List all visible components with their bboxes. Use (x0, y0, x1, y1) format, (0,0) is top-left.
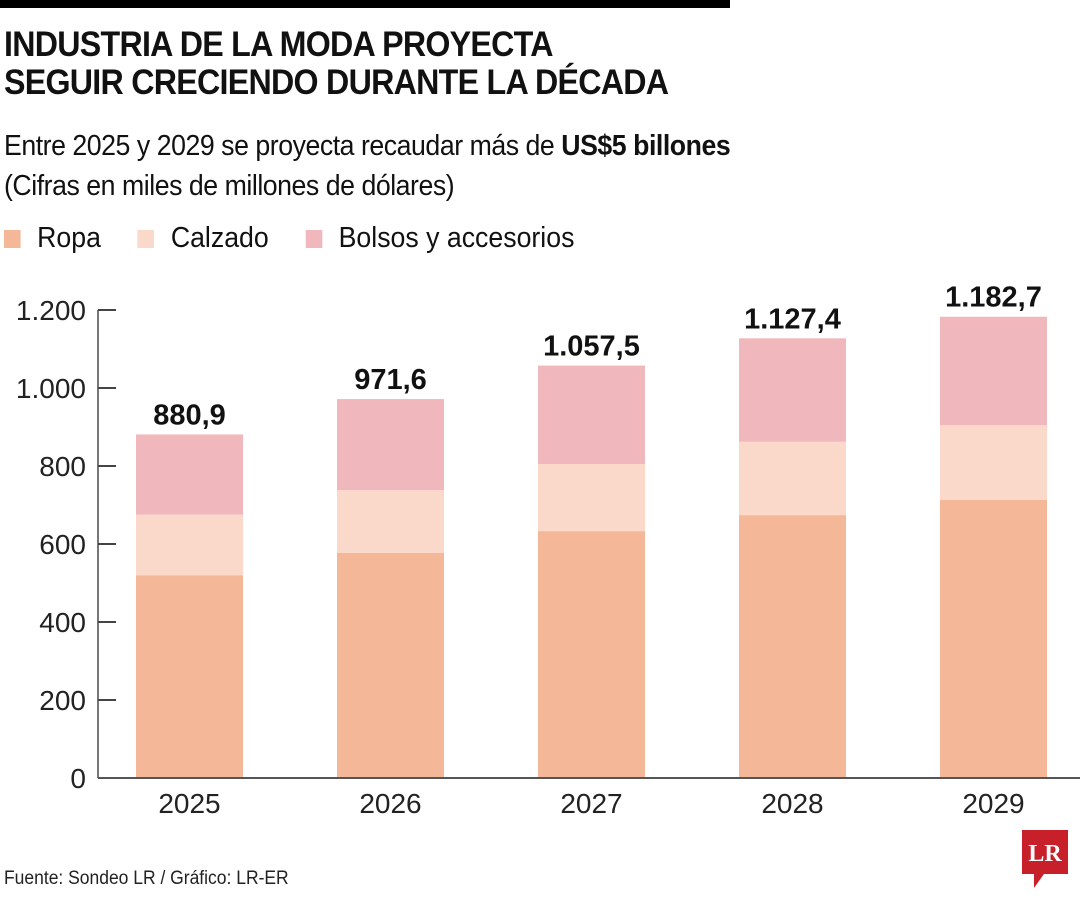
legend-label: Calzado (170, 222, 269, 254)
lr-logo-icon: LR (1022, 830, 1068, 888)
chart-subtitle: Entre 2025 y 2029 se proyecta recaudar m… (4, 126, 731, 206)
bar-segment-bolsos-y-accesorios (337, 399, 444, 491)
y-tick-label: 200 (39, 685, 86, 716)
bars: 880,9 971,6 1.057,5 1.127,4 1.182,7 (136, 282, 1047, 778)
x-tick-label: 2025 (158, 788, 220, 819)
units-note: (Cifras en miles de millones de dólares) (4, 170, 455, 202)
bar-segment-bolsos-y-accesorios (739, 338, 846, 442)
legend-item-ropa: Ropa (4, 222, 101, 255)
legend-swatch-ropa (4, 229, 21, 248)
x-tick-label: 2029 (962, 788, 1024, 819)
bar-segment-bolsos-y-accesorios (136, 434, 243, 515)
svg-text:LR: LR (1028, 841, 1062, 867)
stacked-bar-chart: 0 200 400 600 800 1.000 1.200 880,9 971,6 1.057,… (16, 282, 1080, 819)
y-tick-label: 600 (39, 529, 86, 560)
total-label: 1.182,7 (945, 282, 1042, 314)
x-tick-label: 2026 (359, 788, 421, 819)
bar-segment-calzado (739, 441, 846, 516)
x-tick-label: 2027 (560, 788, 622, 819)
bar-segment-calzado (538, 464, 645, 532)
title-line-2: SEGUIR CRECIENDO DURANTE LA DÉCADA (4, 63, 669, 102)
total-label: 880,9 (153, 399, 226, 431)
legend: Ropa Calzado Bolsos y accesorios (4, 222, 611, 255)
chart-title: INDUSTRIA DE LA MODA PROYECTA SEGUIR CRE… (4, 25, 669, 102)
legend-label: Bolsos y accesorios (338, 222, 575, 254)
legend-swatch-bolsos (305, 229, 323, 248)
total-label: 971,6 (354, 364, 427, 396)
y-tick-label: 400 (39, 607, 86, 638)
bar-segment-ropa (337, 552, 444, 778)
y-axis: 0 200 400 600 800 1.000 1.200 (16, 295, 116, 794)
subtitle-highlight: US$5 billones (561, 130, 731, 162)
total-label: 1.127,4 (744, 303, 841, 335)
legend-item-calzado: Calzado (137, 222, 269, 255)
bar-segment-bolsos-y-accesorios (538, 365, 645, 465)
bar-segment-calzado (940, 425, 1047, 500)
bar-segment-ropa (739, 515, 846, 778)
bar-segment-ropa (538, 531, 645, 778)
x-tick-label: 2028 (761, 788, 823, 819)
y-tick-label: 1.200 (16, 295, 86, 326)
bar-segment-calzado (337, 490, 444, 553)
y-tick-label: 0 (70, 763, 86, 794)
source-note: Fuente: Sondeo LR / Gráfico: LR-ER (4, 868, 289, 889)
top-rule (0, 0, 730, 8)
legend-swatch-calzado (137, 229, 155, 248)
subtitle-text: Entre 2025 y 2029 se proyecta recaudar m… (4, 130, 562, 162)
y-tick-label: 1.000 (16, 373, 86, 404)
y-tick-label: 800 (39, 451, 86, 482)
bar-segment-calzado (136, 514, 243, 576)
legend-item-bolsos: Bolsos y accesorios (305, 222, 575, 255)
x-axis: 2025 2026 2027 2028 2029 (98, 777, 1080, 819)
bar-segment-ropa (136, 575, 243, 778)
bar-segment-bolsos-y-accesorios (940, 316, 1047, 426)
total-label: 1.057,5 (543, 331, 640, 363)
bar-segment-ropa (940, 499, 1047, 778)
legend-label: Ropa (37, 222, 101, 254)
title-line-1: INDUSTRIA DE LA MODA PROYECTA (4, 25, 553, 64)
